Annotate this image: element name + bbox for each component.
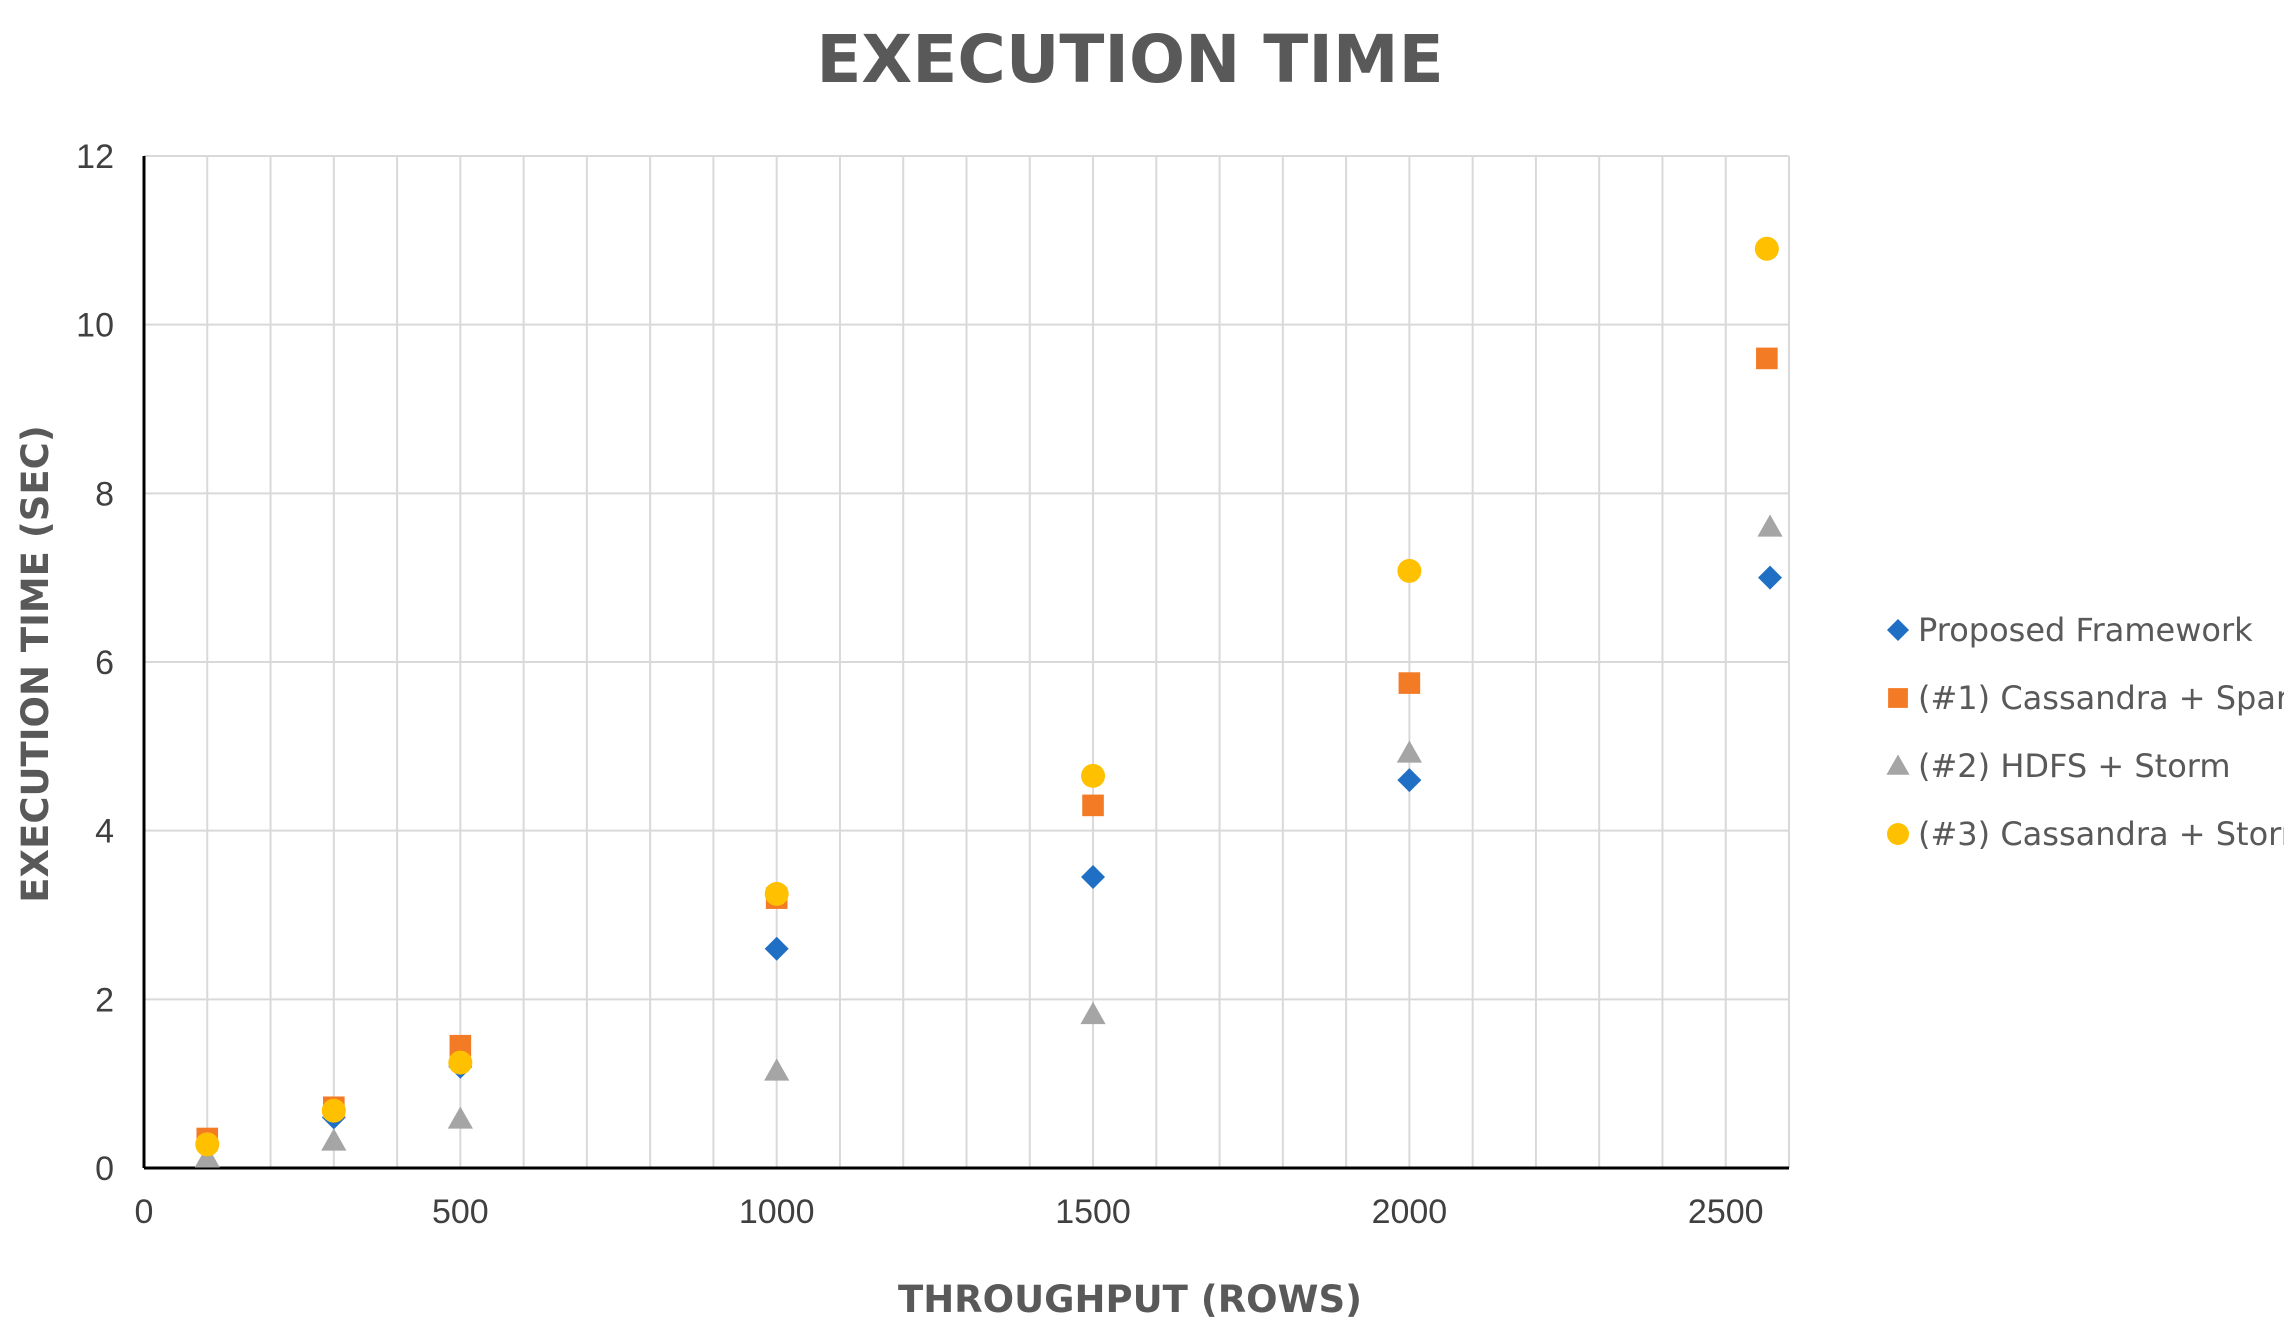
data-point-diamond (1081, 865, 1106, 890)
x-tick-label: 2500 (1688, 1193, 1764, 1231)
legend-label: Proposed Framework (1918, 611, 2253, 649)
x-tick-label: 1500 (1055, 1193, 1131, 1231)
legend-marker-diamond (1887, 619, 1909, 641)
axes (142, 156, 1789, 1170)
chart-title: EXECUTION TIME (816, 21, 1443, 98)
data-point-circle (764, 881, 789, 906)
data-point-square (1082, 794, 1104, 817)
y-tick-label: 8 (95, 475, 114, 513)
y-tick-label: 4 (95, 813, 114, 851)
y-tick-labels: 0 2 4 6 8 10 12 (76, 138, 114, 1188)
legend-marker-square (1888, 688, 1908, 708)
data-point-circle (321, 1098, 346, 1123)
x-tick-label: 0 (135, 1193, 154, 1231)
x-tick-labels: 0 500 1000 1500 2000 2500 (135, 1193, 1764, 1231)
data-point-circle (1754, 236, 1779, 261)
data-point-triangle (1080, 1001, 1106, 1025)
data-point-circle (195, 1132, 220, 1157)
y-tick-label: 6 (95, 644, 114, 682)
legend-marker-triangle (1886, 754, 1910, 775)
y-tick-label: 12 (76, 138, 114, 176)
data-point-circle (1081, 763, 1106, 788)
legend-item: (#3) Cassandra + Storm (1887, 815, 2284, 853)
data-points (194, 236, 1783, 1168)
x-tick-label: 2000 (1372, 1193, 1448, 1231)
legend-label: (#3) Cassandra + Storm (1918, 815, 2284, 853)
series-1 (195, 565, 1783, 1155)
legend-item: (#2) HDFS + Storm (1886, 747, 2231, 785)
data-point-triangle (321, 1128, 347, 1151)
data-point-square (449, 1034, 472, 1057)
series-2 (196, 347, 1778, 1150)
gridlines (143, 155, 1790, 1169)
y-axis-label: EXECUTION TIME (SEC) (14, 425, 57, 902)
series-4 (195, 236, 1779, 1157)
legend: Proposed Framework (#1) Cassandra + Spark… (1886, 611, 2284, 853)
data-point-triangle (447, 1106, 473, 1129)
data-point-diamond (1397, 768, 1422, 793)
legend-label: (#2) HDFS + Storm (1918, 747, 2231, 785)
x-axis-label: THROUGHPUT (ROWS) (898, 1278, 1362, 1321)
data-point-diamond (764, 936, 789, 961)
data-point-triangle (1396, 740, 1422, 763)
data-point-triangle (764, 1058, 790, 1081)
data-point-square (1756, 347, 1778, 370)
data-point-circle (448, 1050, 473, 1075)
legend-marker-circle (1887, 823, 1909, 845)
data-point-triangle (1757, 514, 1783, 537)
legend-label: (#1) Cassandra + Spark (1918, 679, 2284, 717)
data-point-circle (1397, 558, 1422, 583)
y-tick-label: 2 (95, 981, 114, 1019)
data-point-square (1398, 672, 1421, 694)
x-tick-label: 500 (432, 1193, 489, 1231)
legend-item: Proposed Framework (1887, 611, 2253, 649)
legend-item: (#1) Cassandra + Spark (1888, 679, 2284, 717)
y-tick-label: 10 (76, 307, 114, 345)
series-3 (194, 514, 1783, 1168)
data-point-diamond (1758, 565, 1783, 590)
y-tick-label: 0 (95, 1150, 114, 1188)
x-tick-label: 1000 (739, 1193, 815, 1231)
